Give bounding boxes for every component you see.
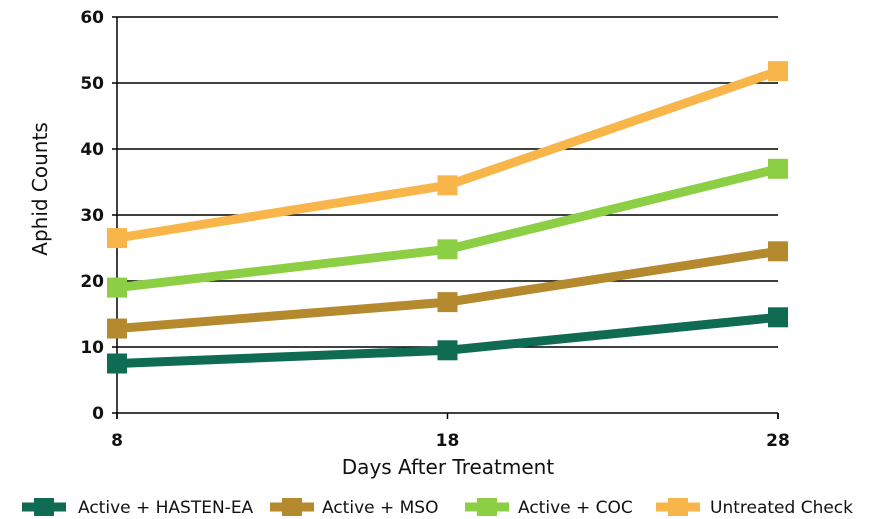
legend-swatch-marker-0: [34, 498, 54, 516]
legend-label-2: Active + COC: [518, 498, 633, 518]
data-point-s1-0: [107, 318, 127, 339]
legend-label-1: Active + MSO: [322, 498, 438, 518]
series-line-1: [116, 246, 779, 334]
y-axis-title: Aphid Counts: [28, 122, 52, 255]
series-points: [107, 61, 788, 374]
data-point-s3-0: [107, 228, 127, 249]
data-point-s0-2: [768, 307, 788, 328]
legend-swatch-marker-2: [477, 498, 497, 516]
data-point-s3-2: [768, 61, 788, 82]
data-point-s3-1: [437, 175, 458, 196]
y-tick-label: 20: [80, 272, 104, 292]
data-point-s2-2: [768, 158, 788, 179]
x-tick-label: 18: [436, 431, 460, 451]
x-axis-title: Days After Treatment: [342, 455, 555, 479]
legend-swatch-marker-1: [282, 498, 302, 516]
y-tick-label: 10: [80, 338, 104, 358]
x-tick-label: 8: [111, 431, 123, 451]
y-tick-labels: 0 10 20 30 40 50 60: [80, 8, 104, 424]
data-point-s0-1: [437, 340, 458, 361]
y-tick-label: 30: [80, 206, 104, 226]
series-lines: [116, 66, 780, 368]
data-point-s1-2: [768, 241, 788, 262]
legend-label-0: Active + HASTEN-EA: [78, 498, 254, 518]
data-point-s2-0: [107, 277, 127, 298]
y-tick-label: 40: [80, 140, 104, 160]
y-tick-label: 60: [80, 8, 104, 28]
grid-lines: [117, 16, 778, 348]
data-point-s2-1: [437, 239, 458, 260]
data-point-s1-1: [437, 292, 458, 313]
series-line-3: [116, 66, 780, 243]
legend-swatch-marker-3: [668, 498, 688, 516]
y-tick-label: 0: [92, 404, 104, 424]
legend: Active + HASTEN-EA Active + MSO Active + C…: [22, 498, 853, 518]
y-tick-label: 50: [80, 74, 104, 94]
x-tick-label: 28: [766, 431, 790, 451]
legend-label-3: Untreated Check: [710, 498, 853, 518]
data-point-s0-0: [107, 353, 127, 374]
x-tick-labels: 8 18 28: [111, 431, 790, 451]
